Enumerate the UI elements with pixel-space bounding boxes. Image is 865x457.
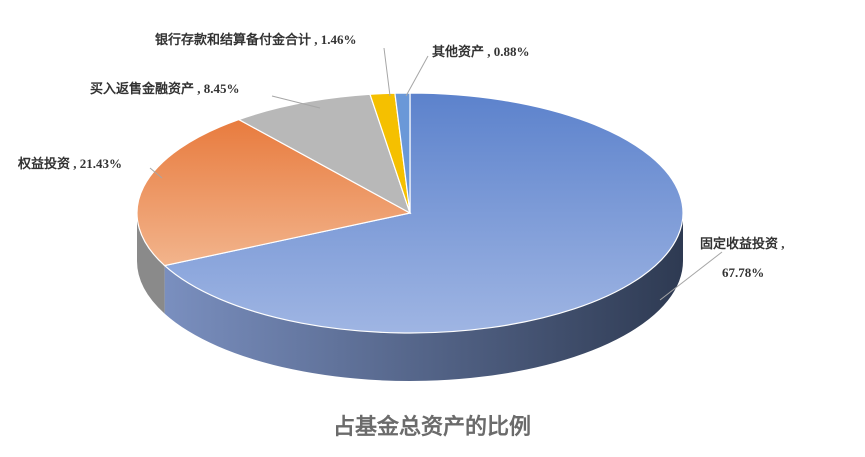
leader-line: [659, 251, 723, 301]
slice-tops: [136, 92, 684, 334]
label-sep: ,: [778, 236, 785, 251]
data-label: 固定收益投资 ,: [700, 236, 785, 251]
leader-line: [271, 95, 321, 109]
slice-side: [137, 213, 165, 314]
label-sep: ,: [70, 156, 80, 171]
leader-line: [405, 55, 429, 97]
label-value: 21.43%: [80, 156, 122, 171]
label-sep: ,: [194, 81, 204, 96]
label-value: 8.45%: [204, 81, 240, 96]
data-label-value: 67.78%: [722, 265, 764, 280]
data-label: 银行存款和结算备付金合计 , 1.46%: [155, 32, 357, 47]
label-name: 买入返售金融资产: [90, 81, 194, 96]
label-name: 权益投资: [17, 156, 70, 171]
data-label: 其他资产 , 0.88%: [432, 44, 530, 59]
label-name: 其他资产: [432, 44, 484, 59]
leader-line: [383, 47, 391, 97]
data-label: 买入返售金融资产 , 8.45%: [90, 81, 240, 96]
label-value: 0.88%: [494, 44, 530, 59]
slice-sides: [137, 213, 683, 381]
slice: [136, 118, 412, 267]
label-value: 1.46%: [321, 32, 357, 47]
label-name: 银行存款和结算备付金合计: [155, 32, 311, 47]
label-sep: ,: [311, 32, 321, 47]
leader-line: [149, 167, 163, 179]
label-name: 固定收益投资: [700, 236, 778, 251]
chart-title: 占基金总资产的比例: [333, 414, 531, 439]
data-label: 权益投资 , 21.43%: [17, 156, 122, 171]
slice: [394, 92, 411, 214]
slice-side: [164, 213, 683, 381]
label-sep: ,: [484, 44, 494, 59]
slice: [163, 92, 684, 334]
